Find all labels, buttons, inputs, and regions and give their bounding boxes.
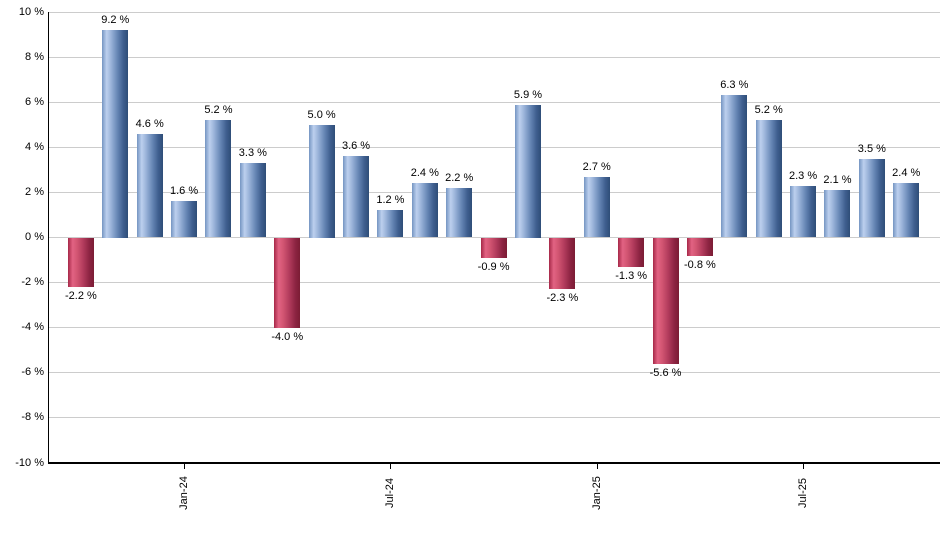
y-axis-tick-label: 4 % [25,140,44,153]
gridline [48,56,940,58]
bar-value-label: 2.1 % [823,174,852,187]
bar-value-label: -2.3 % [546,292,579,305]
bar-value-label: -2.2 % [64,290,97,303]
x-axis-tick-mark [803,464,805,469]
bar-positive [411,183,438,238]
y-axis-tick-label: -8 % [21,411,44,424]
bar-positive [377,210,404,238]
bar-negative [686,237,713,256]
bar-positive [171,201,198,238]
bar-value-label: 1.6 % [169,185,199,198]
gridline [48,282,940,284]
gridline [48,372,940,374]
bar-negative [480,237,507,258]
bar-value-label: 2.7 % [582,160,611,173]
bar-value-label: 9.2 % [101,14,130,26]
bar-negative [274,237,301,328]
bar-negative [67,237,94,288]
bar-value-label: 1.2 % [376,194,405,207]
bar-value-label: 4.6 % [135,117,164,130]
bar-value-label: -4.0 % [271,330,304,343]
bar-value-label: -0.9 % [477,260,510,273]
bar-positive [343,156,370,238]
x-axis-tick-label: Jul-25 [797,478,810,508]
bar-value-label: -0.8 % [684,258,716,271]
y-axis-tick-label: 10 % [18,5,44,18]
x-axis-tick-mark [390,464,392,469]
y-axis-tick-label: 0 % [25,231,44,243]
bar-value-label: 2.3 % [789,169,818,182]
bar-positive [308,124,335,238]
bar-negative [618,237,645,267]
gridline [48,11,940,13]
bar-positive [893,183,920,238]
bar-positive [824,190,851,238]
bar-positive [239,163,266,238]
bar-value-label: 5.9 % [513,88,543,101]
bar-value-label: 6.3 % [720,79,749,92]
y-axis-tick-label: 8 % [25,50,44,63]
bar-value-label: 3.6 % [341,140,371,153]
bar-negative [549,237,576,290]
bar-value-label: 2.4 % [410,167,439,180]
bar-value-label: 3.3 % [238,147,267,160]
bar-value-label: -1.3 % [615,269,648,282]
x-axis-tick-mark [596,464,598,469]
y-axis-line [48,12,49,463]
bar-value-label: 5.2 % [204,104,233,117]
bar-positive [514,104,541,238]
gridline [48,327,940,329]
y-axis-tick-label: 6 % [25,95,44,108]
y-axis-tick-label: -10 % [15,456,44,469]
x-axis-tick-mark [184,464,186,469]
x-axis-line [48,462,940,464]
bar-value-label: 3.5 % [857,142,886,155]
gridline [48,417,940,419]
y-axis-tick-label: -4 % [21,321,44,334]
y-axis-tick-label: -2 % [21,276,44,289]
x-axis-tick-label: Jul-24 [384,478,397,508]
bar-value-label: 5.0 % [307,108,336,121]
bar-positive [790,185,817,238]
bar-positive [755,120,782,238]
bar-negative [652,237,679,364]
x-axis-tick-label: Jan-24 [178,476,191,510]
bar-positive [136,133,163,238]
bar-positive [205,120,232,238]
bar-value-label: 2.4 % [892,167,921,180]
y-axis-tick-label: -6 % [21,366,44,379]
bar-value-label: 5.2 % [754,104,783,117]
bar-positive [858,158,885,238]
gridline [48,146,940,148]
x-axis-tick-label: Jan-25 [590,476,603,510]
gridline [48,101,940,103]
bar-positive [583,176,610,238]
y-axis-tick-label: 2 % [25,185,44,198]
bar-value-label: 2.2 % [445,171,474,184]
bar-positive [446,187,473,238]
bar-positive [721,95,748,238]
gridline [48,191,940,193]
bar-value-label: -5.6 % [649,366,682,379]
bar-positive [102,30,129,238]
